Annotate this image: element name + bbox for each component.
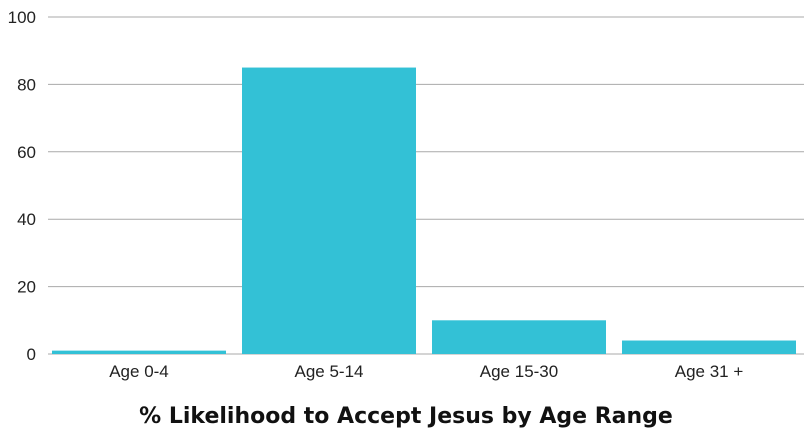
bar-age-15-30 (432, 320, 606, 354)
y-tick-label: 0 (27, 345, 36, 364)
x-tick-label: Age 31 + (675, 362, 744, 381)
y-tick-label: 40 (17, 210, 36, 229)
y-tick-label: 80 (17, 75, 36, 94)
x-tick-label: Age 5-14 (295, 362, 364, 381)
y-tick-label: 60 (17, 143, 36, 162)
bar-age-31 (622, 340, 796, 354)
x-tick-label: Age 15-30 (480, 362, 558, 381)
x-tick-label: Age 0-4 (109, 362, 169, 381)
bars (52, 67, 796, 355)
bar-age-0-4 (52, 350, 226, 354)
gridlines (48, 16, 804, 355)
y-tick-label: 100 (8, 8, 36, 27)
y-tick-label: 20 (17, 278, 36, 297)
y-axis-ticks: 0 20 40 60 80 100 (8, 8, 36, 364)
x-axis-ticks: Age 0-4 Age 5-14 Age 15-30 Age 31 + (109, 362, 743, 381)
chart-title: % Likelihood to Accept Jesus by Age Rang… (139, 404, 673, 429)
bar-age-5-14 (242, 67, 416, 355)
